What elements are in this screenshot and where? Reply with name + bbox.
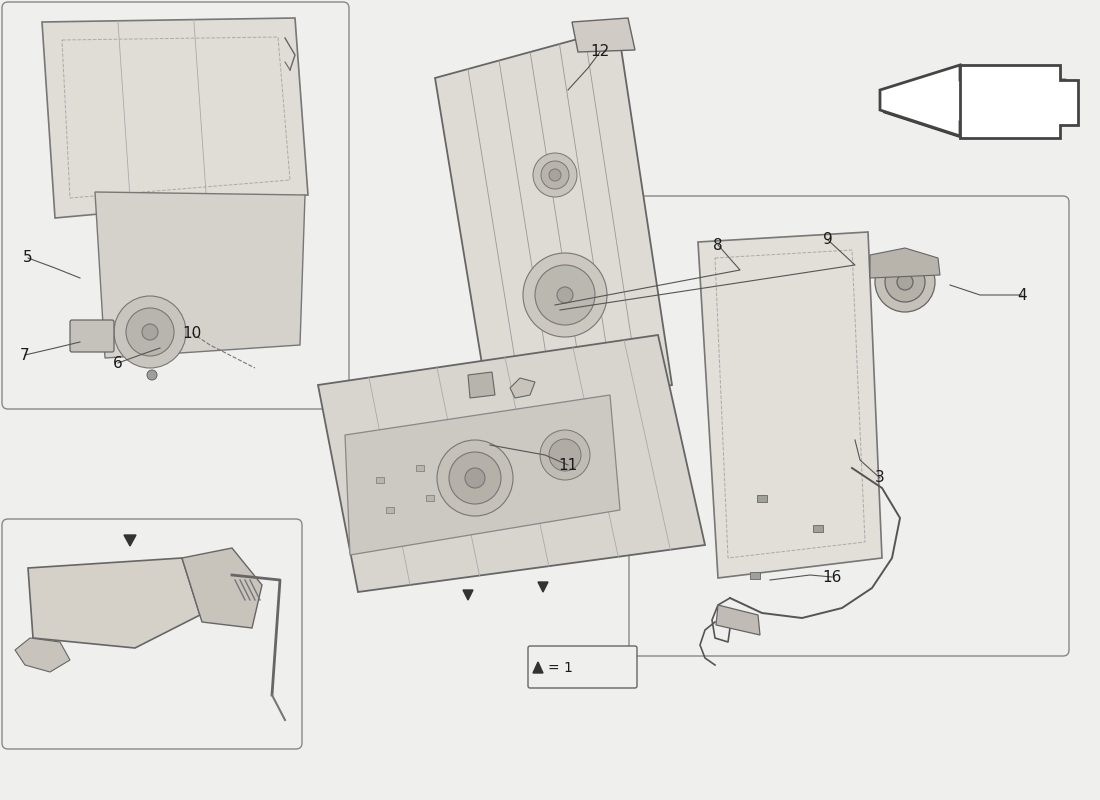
Polygon shape (716, 605, 760, 635)
Polygon shape (124, 535, 136, 546)
Bar (426, 495, 434, 501)
Circle shape (437, 440, 513, 516)
FancyBboxPatch shape (70, 320, 114, 352)
Bar (386, 507, 394, 513)
Circle shape (114, 296, 186, 368)
Bar (416, 465, 424, 471)
Polygon shape (698, 232, 882, 578)
Circle shape (557, 287, 573, 303)
Circle shape (126, 308, 174, 356)
Text: 16: 16 (823, 570, 842, 585)
Polygon shape (318, 335, 705, 592)
FancyBboxPatch shape (2, 2, 349, 409)
Bar (757, 495, 767, 502)
Bar (376, 477, 384, 483)
Polygon shape (538, 582, 548, 592)
Polygon shape (572, 18, 635, 52)
Polygon shape (534, 662, 543, 673)
Text: 4: 4 (1018, 287, 1026, 302)
Text: 11: 11 (559, 458, 578, 473)
Polygon shape (960, 65, 1078, 138)
Text: 7: 7 (20, 347, 30, 362)
Polygon shape (510, 378, 535, 398)
Circle shape (534, 153, 578, 197)
Circle shape (896, 274, 913, 290)
Bar (813, 525, 823, 532)
Text: 10: 10 (183, 326, 201, 341)
Circle shape (541, 161, 569, 189)
Polygon shape (28, 558, 200, 648)
FancyBboxPatch shape (528, 646, 637, 688)
Text: 5: 5 (23, 250, 33, 266)
Bar (750, 572, 760, 579)
Circle shape (449, 452, 500, 504)
Circle shape (874, 252, 935, 312)
Circle shape (540, 430, 590, 480)
Text: 9: 9 (823, 233, 833, 247)
Text: 6: 6 (113, 355, 123, 370)
Polygon shape (463, 590, 473, 600)
Polygon shape (880, 65, 1065, 136)
Text: 3: 3 (876, 470, 884, 486)
Polygon shape (883, 72, 1062, 139)
FancyBboxPatch shape (629, 196, 1069, 656)
Text: = 1: = 1 (548, 661, 573, 675)
Polygon shape (95, 192, 305, 358)
Circle shape (886, 262, 925, 302)
Text: 8: 8 (713, 238, 723, 253)
Polygon shape (15, 638, 70, 672)
Circle shape (142, 324, 158, 340)
Bar (456, 455, 464, 461)
Polygon shape (345, 395, 620, 555)
Polygon shape (42, 18, 308, 218)
Circle shape (522, 253, 607, 337)
Polygon shape (870, 248, 940, 278)
Text: 12: 12 (591, 45, 609, 59)
Circle shape (147, 370, 157, 380)
Polygon shape (468, 372, 495, 398)
Circle shape (535, 265, 595, 325)
Polygon shape (434, 28, 672, 425)
FancyBboxPatch shape (2, 519, 302, 749)
Circle shape (549, 169, 561, 181)
Circle shape (549, 439, 581, 471)
Circle shape (465, 468, 485, 488)
Polygon shape (182, 548, 262, 628)
